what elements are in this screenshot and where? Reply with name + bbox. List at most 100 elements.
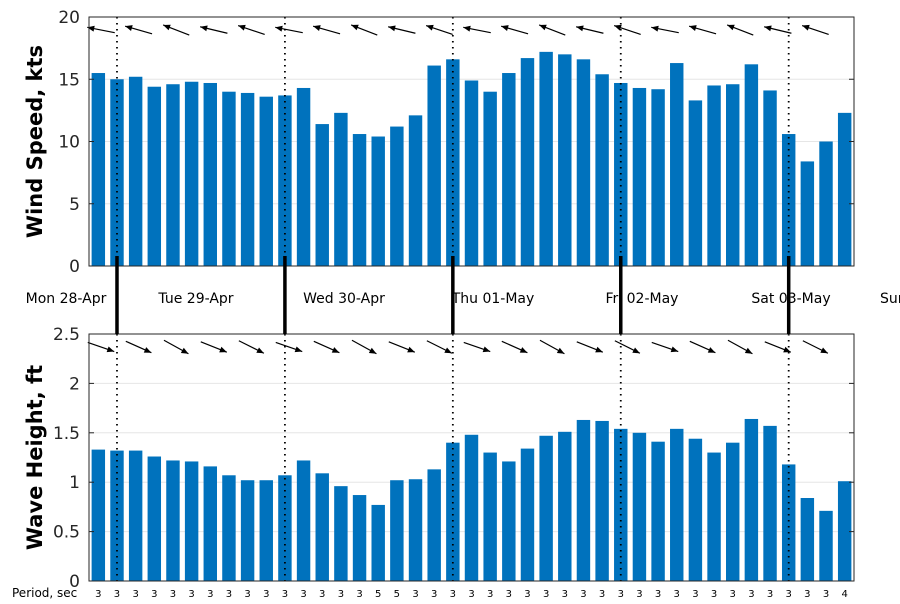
ytick-label-1-5: 2.5: [53, 325, 80, 345]
bar-0-36: [763, 90, 777, 266]
direction-arrow-0-17: [726, 24, 754, 36]
bar-0-33: [707, 85, 721, 266]
period-value-34: 3: [730, 589, 736, 600]
bar-0-19: [446, 59, 460, 266]
ytick-label-0-0: 0: [69, 257, 80, 277]
period-value-7: 3: [226, 589, 232, 600]
day-label-3: Thu 01-May: [451, 291, 535, 307]
period-value-35: 3: [748, 589, 754, 600]
direction-arrow-1-2: [163, 339, 189, 355]
bar-0-37: [781, 134, 796, 266]
ytick-label-0-2: 10: [58, 133, 80, 153]
bar-0-23: [520, 58, 535, 267]
bar-0-9: [259, 96, 273, 267]
arrow-head: [614, 24, 622, 31]
bar-1-24: [539, 435, 553, 581]
bar-0-16: [390, 126, 404, 266]
period-value-30: 3: [655, 589, 661, 600]
direction-arrow-0-16: [688, 25, 717, 35]
period-value-36: 3: [767, 589, 773, 600]
bar-0-34: [726, 84, 740, 266]
period-value-14: 3: [356, 589, 362, 600]
direction-arrow-1-16: [689, 340, 716, 354]
arrow-head: [783, 346, 791, 353]
day-label-6: Sun: [880, 291, 900, 307]
direction-arrow-0-10: [463, 25, 491, 34]
period-value-27: 3: [599, 589, 605, 600]
period-value-1: 3: [114, 589, 120, 600]
day-label-0: Mon 28-Apr: [26, 291, 107, 307]
arrow-head: [727, 24, 735, 31]
arrow-head: [632, 347, 640, 354]
day-label-5: Sat 03-May: [751, 291, 830, 307]
bar-1-12: [315, 473, 329, 581]
direction-arrow-1-7: [351, 339, 377, 355]
bar-0-35: [744, 64, 759, 266]
period-value-24: 3: [543, 589, 549, 600]
period-value-4: 3: [170, 589, 176, 600]
period-value-15: 5: [375, 589, 381, 600]
arrow-head: [764, 25, 772, 32]
period-value-19: 3: [450, 589, 456, 600]
ytick-label-1-2: 1: [69, 473, 80, 493]
bar-1-22: [502, 461, 516, 581]
arrow-head: [651, 25, 659, 32]
bar-1-38: [800, 498, 815, 581]
period-value-3: 3: [151, 589, 157, 600]
bar-1-27: [595, 420, 609, 581]
bar-0-13: [334, 112, 348, 267]
bar-1-26: [576, 419, 591, 581]
direction-arrow-1-4: [238, 340, 265, 354]
arrow-head: [482, 346, 491, 353]
bar-0-27: [595, 74, 609, 267]
direction-arrow-1-15: [651, 341, 679, 353]
arrow-head: [539, 24, 547, 31]
period-value-37: 3: [786, 589, 792, 600]
ytick-label-1-4: 2: [69, 374, 80, 394]
bar-1-1: [110, 450, 124, 581]
bar-0-8: [240, 92, 255, 266]
arrow-head: [143, 347, 152, 353]
bar-0-0: [91, 73, 106, 267]
arrow-head: [670, 346, 679, 353]
bar-0-2: [128, 76, 143, 266]
direction-arrow-0-11: [500, 25, 529, 35]
direction-arrow-0-5: [275, 25, 303, 34]
arrow-head: [275, 25, 283, 32]
bar-0-1: [110, 79, 124, 266]
direction-arrow-0-19: [801, 24, 829, 36]
bar-1-19: [446, 442, 460, 581]
arrow-head: [426, 24, 434, 31]
bar-1-33: [707, 452, 721, 581]
period-value-33: 3: [711, 589, 717, 600]
direction-arrow-1-11: [501, 340, 528, 354]
period-value-40: 4: [841, 589, 847, 600]
arrow-head: [125, 25, 133, 31]
ytick-label-0-4: 20: [58, 8, 80, 28]
bar-1-10: [278, 475, 292, 581]
y-axis-label-0: Wind Speed, kts: [23, 45, 47, 238]
bar-0-14: [352, 134, 367, 266]
y-axis-label-1: Wave Height, ft: [23, 365, 47, 550]
bar-1-21: [483, 452, 497, 581]
bar-1-3: [147, 456, 162, 581]
bar-0-7: [222, 91, 236, 266]
period-value-9: 3: [263, 589, 269, 600]
bar-1-39: [819, 510, 833, 581]
bar-0-4: [166, 84, 180, 266]
direction-arrow-1-9: [426, 340, 453, 354]
period-value-6: 3: [207, 589, 213, 600]
bar-0-26: [576, 59, 591, 266]
bar-0-10: [278, 95, 292, 266]
direction-arrow-1-8: [388, 341, 416, 353]
bar-0-30: [651, 89, 665, 267]
bar-1-9: [259, 480, 273, 581]
ytick-label-1-1: 0.5: [53, 523, 80, 543]
period-value-16: 5: [394, 589, 400, 600]
period-value-22: 3: [506, 589, 512, 600]
bar-0-12: [315, 124, 329, 266]
period-value-32: 3: [692, 589, 698, 600]
bar-1-2: [128, 450, 143, 581]
bar-1-20: [464, 434, 479, 581]
